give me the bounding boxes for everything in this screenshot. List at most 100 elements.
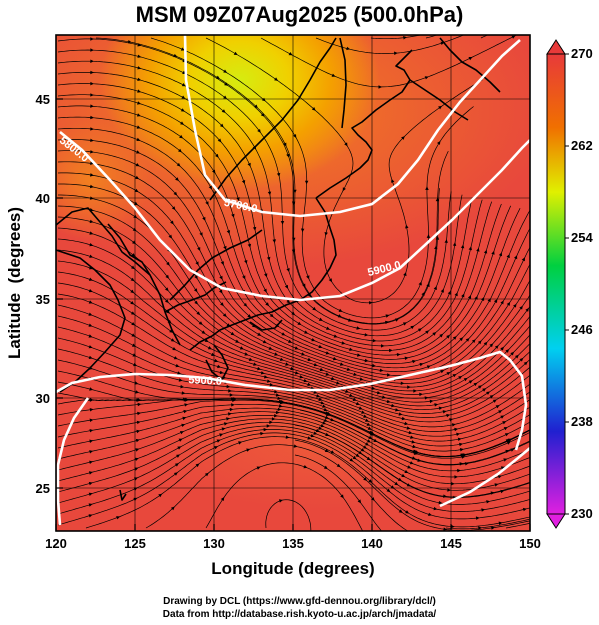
streamline-arrow: [217, 138, 222, 143]
streamline-arrow: [433, 286, 437, 290]
streamline: [150, 37, 474, 319]
streamline-arrow: [136, 137, 141, 141]
streamline-arrow: [468, 380, 473, 384]
streamline-arrow: [168, 234, 173, 239]
streamline-arrow: [463, 377, 468, 382]
streamline-arrow: [489, 343, 494, 348]
streamline-arrow: [318, 426, 323, 430]
streamline-arrow: [473, 382, 478, 387]
streamline-arrow: [88, 312, 93, 316]
streamline-arrow: [320, 401, 325, 405]
streamline-arrow: [330, 418, 335, 422]
streamline-arrow: [498, 252, 503, 257]
streamline-arrow: [401, 416, 406, 421]
y-tick-labels: 25 30 35 40 45: [36, 92, 50, 496]
streamline-arrow: [363, 445, 367, 449]
streamline-arrow: [136, 150, 140, 154]
streamline-arrow: [483, 341, 488, 346]
streamline-arrow: [238, 441, 243, 445]
streamline-arrow: [425, 330, 430, 334]
streamline-arrow: [88, 481, 93, 486]
streamline-arrow: [281, 332, 286, 336]
streamline-arrow: [134, 381, 139, 385]
colorbar-tick-label: 262: [571, 138, 593, 153]
streamline-arrow: [185, 398, 189, 402]
streamline: [57, 271, 530, 414]
streamline-arrow: [256, 466, 261, 470]
streamline-arrow: [401, 473, 406, 478]
streamline-arrow: [311, 107, 316, 111]
streamline-arrow: [446, 334, 450, 339]
streamline-arrow: [452, 242, 457, 246]
streamline-arrow: [402, 322, 407, 326]
streamline-arrow: [294, 371, 299, 375]
streamline-arrow: [389, 348, 393, 353]
streamline-arrow: [352, 397, 357, 401]
streamline-arrow: [236, 197, 240, 201]
streamline-arrow: [260, 431, 264, 436]
streamline-arrow: [491, 526, 495, 530]
streamline-arrow: [506, 441, 511, 445]
streamline-arrow: [136, 113, 141, 117]
streamline-arrow: [90, 173, 94, 177]
streamline-arrow: [223, 245, 227, 250]
streamline-arrow: [458, 376, 463, 380]
streamline-arrow: [242, 275, 246, 280]
streamline-arrow: [158, 493, 163, 498]
streamline-arrow: [88, 334, 93, 338]
wind-streamlines: [57, 35, 530, 531]
streamline-arrow: [133, 497, 138, 501]
streamline-arrow: [497, 475, 502, 479]
streamline-arrow: [90, 161, 94, 165]
streamline-arrow: [116, 516, 121, 520]
streamline-arrow: [405, 224, 409, 229]
streamline-arrow: [366, 439, 371, 443]
streamline-arrow: [413, 389, 417, 393]
streamline-arrow: [267, 191, 272, 196]
streamline-arrow: [130, 311, 135, 315]
streamline-arrow: [447, 488, 451, 492]
streamline: [57, 293, 530, 423]
streamline-arrow: [426, 234, 431, 238]
streamline-arrow: [204, 472, 209, 477]
streamline-arrow: [403, 36, 407, 40]
streamline-arrow: [137, 89, 142, 93]
streamline-arrow: [178, 438, 183, 442]
contour-line: [183, 35, 521, 218]
streamline-arrow: [328, 278, 332, 283]
streamline-arrow: [279, 357, 284, 361]
streamline-arrow: [411, 440, 416, 444]
streamline-arrow: [90, 93, 94, 97]
streamline-arrow: [90, 127, 94, 131]
streamline-arrow: [372, 363, 376, 368]
streamline: [57, 127, 521, 364]
streamline-arrow: [166, 309, 170, 314]
streamline-arrow: [88, 300, 93, 304]
streamline-arrow: [326, 412, 330, 416]
streamline-arrow: [175, 177, 179, 181]
streamline-arrow: [181, 391, 186, 395]
streamline-arrow: [170, 506, 175, 511]
streamline-arrow: [278, 404, 283, 408]
streamline-arrow: [233, 51, 238, 55]
streamline-arrow: [439, 333, 444, 338]
streamline: [505, 523, 530, 529]
contour-line: [59, 130, 530, 302]
streamline-arrow: [451, 423, 456, 427]
streamline-arrow: [219, 275, 223, 280]
streamline-arrow: [459, 442, 463, 447]
streamline-arrow: [454, 292, 458, 297]
streamline: [95, 37, 449, 324]
streamline-arrow: [134, 477, 138, 481]
streamline-arrow: [324, 232, 328, 236]
y-tick-label: 30: [36, 391, 50, 406]
streamline-arrow: [325, 372, 330, 376]
streamline-arrow: [320, 424, 325, 428]
streamline-arrow: [386, 373, 391, 377]
streamline-arrow: [181, 423, 186, 427]
streamline-arrow: [219, 123, 224, 128]
streamline-arrow: [486, 500, 491, 504]
streamline-arrow: [288, 52, 293, 56]
streamline-arrow: [368, 479, 373, 483]
